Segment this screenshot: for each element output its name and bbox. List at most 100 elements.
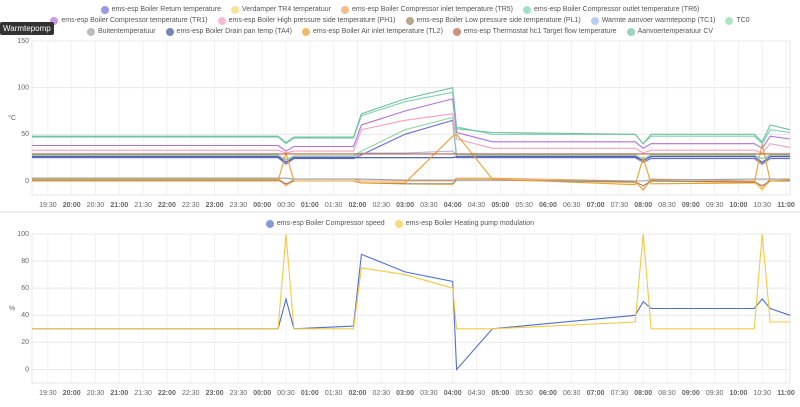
legend-label: Warmte aanvoer warmtepomp (TC1)	[601, 17, 716, 24]
x-tick-label: 06:30	[563, 390, 581, 397]
y-axis-label: °C	[8, 114, 16, 122]
legend-swatch	[100, 5, 109, 14]
x-tick-label: 00:00	[253, 390, 271, 397]
legend-label: ems-esp Boiler Compressor outlet tempera…	[534, 6, 700, 13]
x-tick-label: 07:00	[587, 202, 605, 209]
legend-swatch	[394, 219, 403, 228]
x-tick-label: 23:30	[230, 390, 248, 397]
chart-title: Warmtepomp	[0, 22, 54, 35]
x-tick-label: 08:30	[658, 390, 676, 397]
x-tick-label: 01:30	[325, 202, 343, 209]
x-tick-label: 03:00	[396, 390, 414, 397]
x-tick-label: 22:30	[182, 390, 200, 397]
x-tick-label: 09:00	[682, 202, 700, 209]
y-tick-label: 80	[21, 258, 29, 265]
x-tick-label: 21:30	[134, 202, 152, 209]
x-tick-label: 20:00	[63, 202, 81, 209]
legend-label: ems-esp Boiler Heating pump modulation	[405, 220, 535, 227]
x-tick-label: 10:30	[753, 202, 771, 209]
x-tick-label: 00:30	[277, 390, 295, 397]
legend-item: ems-esp Boiler Compressor inlet temperat…	[340, 4, 514, 15]
legend-label: ems-esp Thermostat hc1 Target flow tempe…	[463, 28, 617, 35]
x-tick-label: 11:00	[777, 202, 795, 209]
x-tick-label: 09:30	[706, 390, 724, 397]
x-tick-label: 22:00	[158, 202, 176, 209]
legend-item: ems-esp Thermostat hc1 Target flow tempe…	[452, 26, 617, 37]
x-tick-label: 00:00	[253, 202, 271, 209]
x-tick-label: 03:00	[396, 202, 414, 209]
legend-swatch	[405, 16, 414, 25]
x-tick-label: 20:30	[87, 202, 105, 209]
legend-label: ems-esp Boiler High pressure side temper…	[228, 17, 396, 24]
x-tick-label: 08:00	[634, 202, 652, 209]
legend-item: ems-esp Boiler Heating pump modulation	[394, 218, 535, 229]
x-tick-label: 20:00	[63, 390, 81, 397]
y-tick-label: 50	[21, 131, 29, 138]
x-tick-label: 20:30	[87, 390, 105, 397]
legend-item: ems-esp Boiler Compressor speed	[265, 218, 385, 229]
legend-label: Aanvoertemperatuur CV	[637, 28, 714, 35]
series-line	[32, 233, 790, 330]
legend-item: TC0	[725, 15, 750, 26]
x-tick-label: 06:30	[563, 202, 581, 209]
legend-label: Buitentemperatuur	[97, 28, 156, 35]
y-tick-label: 0	[25, 366, 29, 373]
x-tick-label: 22:00	[158, 390, 176, 397]
x-tick-label: 09:30	[706, 202, 724, 209]
y-tick-label: 150	[17, 38, 29, 45]
legend-label: ems-esp Boiler Air inlet temperature (TL…	[312, 28, 443, 35]
x-tick-label: 05:00	[491, 390, 509, 397]
x-tick-label: 19:30	[39, 390, 57, 397]
legend-swatch	[725, 16, 734, 25]
legend-swatch	[523, 5, 532, 14]
x-tick-label: 00:30	[277, 202, 295, 209]
legend-label: ems-esp Boiler Low pressure side tempera…	[416, 17, 581, 24]
x-tick-label: 04:30	[468, 202, 486, 209]
series-line	[32, 119, 790, 165]
x-tick-label: 21:30	[134, 390, 152, 397]
x-tick-label: 04:00	[444, 202, 462, 209]
legend-swatch	[230, 5, 239, 14]
legend-swatch	[165, 27, 174, 36]
series-line	[32, 98, 791, 152]
y-tick-label: 0	[25, 178, 29, 185]
series-line	[32, 133, 791, 186]
legend-swatch	[340, 5, 349, 14]
legend-label: ems-esp Boiler Compressor inlet temperat…	[351, 6, 514, 13]
x-tick-label: 10:00	[729, 390, 747, 397]
legend: ems-esp Boiler Return temperature Verdamp…	[30, 4, 770, 37]
x-tick-label: 01:00	[301, 390, 319, 397]
legend-item: ems-esp Boiler Low pressure side tempera…	[405, 15, 581, 26]
series-line	[32, 116, 790, 161]
legend-item: ems-esp Boiler Drain pan temp (TA4)	[165, 26, 292, 37]
y-axis-label: %	[9, 305, 15, 312]
legend-item: Aanvoertemperatuur CV	[626, 26, 714, 37]
legend-item: Buitentemperatuur	[86, 26, 156, 37]
y-tick-label: 60	[21, 285, 29, 292]
legend-item: Warmte aanvoer warmtepomp (TC1)	[590, 15, 716, 26]
x-tick-label: 23:30	[230, 202, 248, 209]
legend-swatch	[265, 219, 274, 228]
series-line	[32, 87, 791, 145]
x-tick-label: 01:00	[301, 202, 319, 209]
x-tick-label: 07:30	[611, 202, 629, 209]
x-tick-label: 19:30	[39, 202, 57, 209]
legend-swatch	[86, 27, 95, 36]
series-line	[32, 113, 791, 154]
x-tick-label: 08:30	[658, 202, 676, 209]
legend-swatch	[626, 27, 635, 36]
legend: ems-esp Boiler Compressor speed ems-esp B…	[30, 218, 770, 229]
series-line	[32, 253, 791, 371]
legend-label: ems-esp Boiler Return temperature	[111, 6, 221, 13]
legend-label: ems-esp Boiler Drain pan temp (TA4)	[176, 28, 292, 35]
x-tick-label: 08:00	[634, 390, 652, 397]
x-tick-label: 06:00	[539, 390, 557, 397]
legend-label: TC0	[736, 17, 750, 24]
series-line	[32, 178, 791, 192]
y-tick-label: 20	[21, 339, 29, 346]
y-tick-label: 100	[17, 231, 29, 238]
legend-label: ems-esp Boiler Compressor temperature (T…	[61, 17, 208, 24]
x-tick-label: 01:30	[325, 390, 343, 397]
x-tick-label: 05:30	[515, 202, 533, 209]
